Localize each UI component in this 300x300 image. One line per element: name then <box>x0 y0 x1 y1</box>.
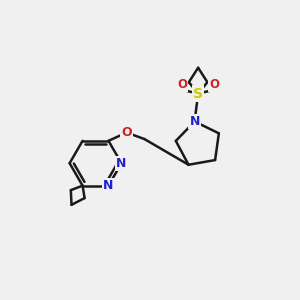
Text: S: S <box>193 86 203 100</box>
Text: O: O <box>209 78 219 91</box>
Text: N: N <box>189 115 200 128</box>
Text: O: O <box>122 126 132 139</box>
Text: O: O <box>177 78 187 91</box>
Text: N: N <box>116 157 127 170</box>
Text: N: N <box>103 179 114 192</box>
